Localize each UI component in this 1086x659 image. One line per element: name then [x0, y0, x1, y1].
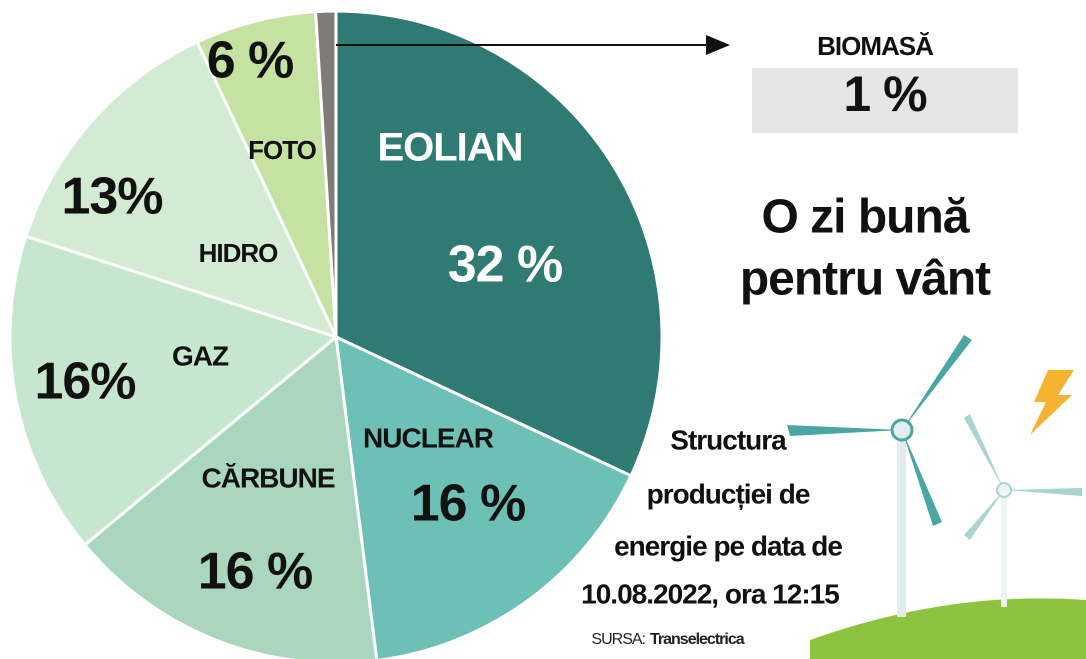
chart: O zi bună pentru vânt Structura producți…: [0, 0, 1086, 659]
value-label: 1 %: [843, 66, 927, 122]
pie: [10, 11, 662, 659]
slice-label: HIDRO: [199, 238, 279, 268]
annotation: Structura: [670, 424, 787, 455]
turbines: [787, 335, 1086, 659]
title: O zi bună: [762, 191, 970, 244]
source: Transelectrica: [650, 631, 745, 648]
annotation: producției de: [647, 478, 810, 509]
slice-label: GAZ: [172, 340, 229, 371]
value-label: 13%: [61, 168, 162, 226]
value-label: 6 %: [207, 32, 294, 90]
value-label: 16 %: [198, 543, 313, 601]
slice-label: FOTO: [248, 135, 317, 165]
value-label: 16 %: [411, 475, 526, 533]
slice-label: BIOMASĂ: [817, 31, 934, 61]
slice-label: EOLIAN: [377, 126, 522, 170]
title: pentru vânt: [740, 253, 991, 306]
value-label: 32 %: [448, 236, 563, 294]
slice-label: CĂRBUNE: [202, 462, 335, 493]
annotation: 10.08.2022, ora 12:15: [581, 578, 839, 609]
slice-label: NUCLEAR: [363, 422, 494, 453]
annotation: energie pe data de: [614, 530, 842, 561]
source-label: SURSA:: [591, 631, 645, 648]
value-label: 16%: [34, 353, 135, 411]
